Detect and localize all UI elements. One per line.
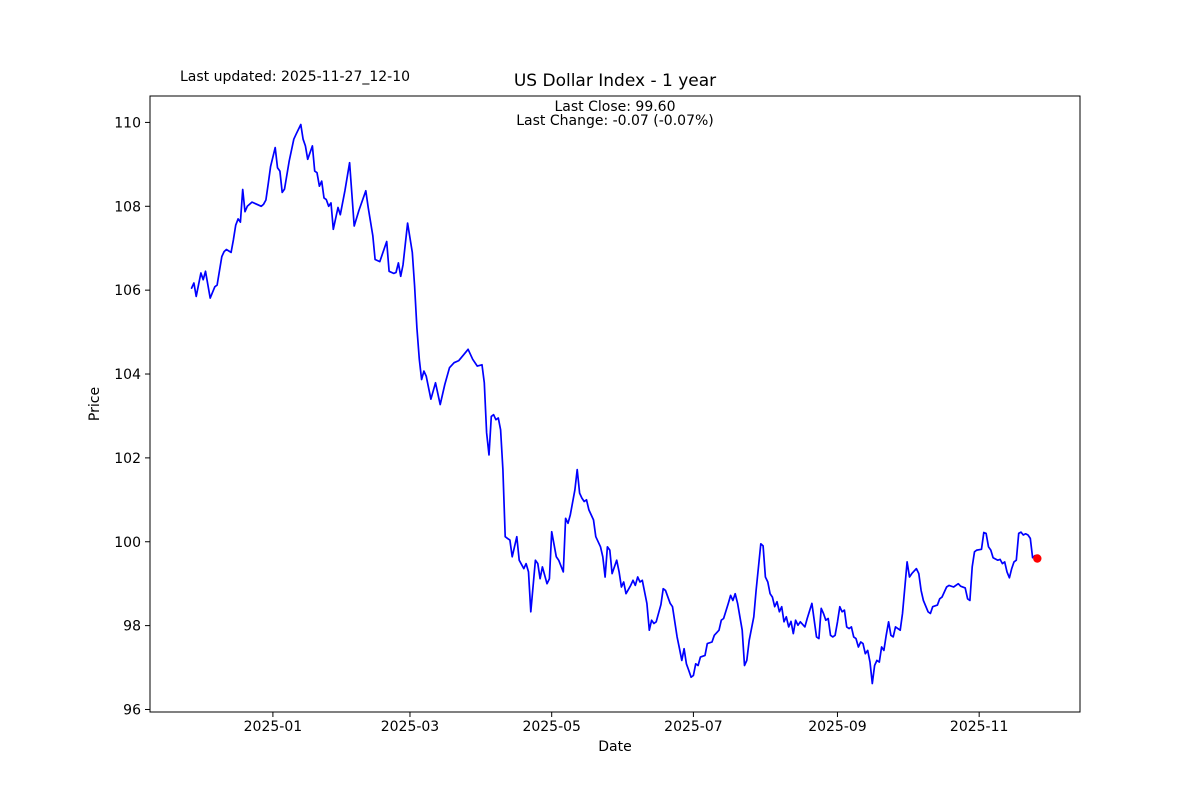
price-line [190,123,1039,685]
y-tick-label: 96 [123,702,141,718]
y-tick-label: 106 [114,283,141,299]
last-close-text: Last Close: 99.60 [554,99,676,115]
y-tick-label: 100 [114,535,141,551]
x-tick-label: 2025-05 [522,719,581,735]
y-tick-label: 108 [114,199,141,215]
y-axis-label: Price [87,387,103,421]
x-tick-label: 2025-09 [808,719,867,735]
axes-frame [149,95,1081,713]
y-tick-label: 110 [114,115,141,131]
x-axis-label: Date [598,739,631,755]
x-tick-label: 2025-07 [664,719,723,735]
y-tick-label: 98 [123,619,141,635]
y-tick-label: 104 [114,367,141,383]
x-tick-label: 2025-03 [381,719,440,735]
x-tick-label: 2025-11 [950,719,1009,735]
last-change-text: Last Change: -0.07 (-0.07%) [516,113,714,129]
last-close-marker [1033,554,1042,563]
chart-title: US Dollar Index - 1 year [513,71,717,91]
x-tick-label: 2025-01 [244,719,303,735]
y-tick-label: 102 [114,451,141,467]
last-updated-text: Last updated: 2025-11-27_12-10 [180,69,411,85]
